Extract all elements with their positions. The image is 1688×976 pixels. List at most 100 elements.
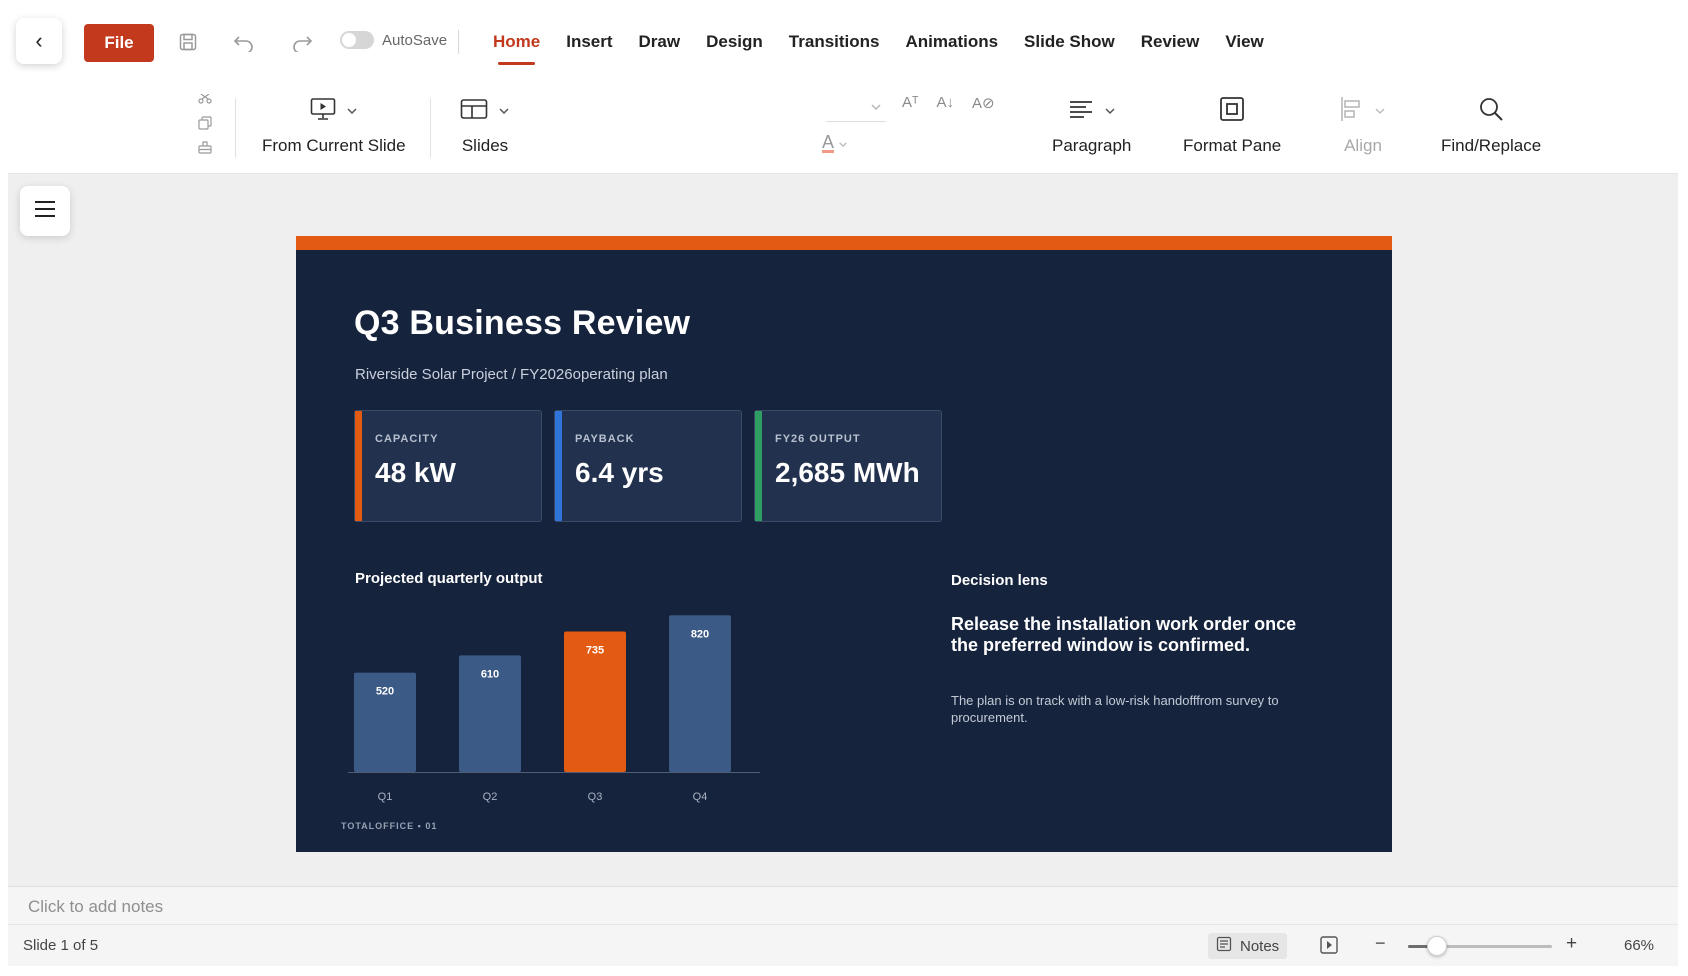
slide-counter: Slide 1 of 5 <box>23 937 99 954</box>
chart-category-label: Q4 <box>693 791 708 803</box>
align-objects-icon <box>1340 96 1364 127</box>
divider <box>458 30 459 54</box>
zoom-slider-thumb[interactable] <box>1426 936 1447 956</box>
notes-label: Notes <box>1240 937 1280 955</box>
from-current-slide-button[interactable]: From Current Slide <box>262 96 406 156</box>
font-tools: Aᵀ A↓ A⊘ <box>902 94 995 112</box>
zoom-in-button[interactable]: + <box>1566 933 1578 954</box>
decision-lens-headline: Release the installation work order once… <box>951 614 1297 655</box>
ribbon-toolbar: From Current Slide Slides Aᵀ A↓ A⊘ A <box>8 84 1678 174</box>
kpi-card-payback[interactable]: PAYBACK 6.4 yrs <box>554 410 742 522</box>
copy-icon[interactable] <box>196 114 214 132</box>
tab-home[interactable]: Home <box>480 28 553 65</box>
paragraph-button[interactable]: Paragraph <box>1052 96 1131 156</box>
chevron-down-icon[interactable] <box>498 102 510 120</box>
zoom-slider-fill <box>1408 945 1437 948</box>
autosave-toggle[interactable] <box>340 31 374 49</box>
autosave-control[interactable]: AutoSave <box>340 31 447 49</box>
zoom-percentage[interactable]: 66% <box>1624 937 1655 954</box>
hamburger-menu-icon <box>34 200 56 223</box>
kpi-card-capacity[interactable]: CAPACITY 48 kW <box>354 410 542 522</box>
slide[interactable]: Q3 Business Review Riverside Solar Proje… <box>296 236 1392 852</box>
chart-bar-q3[interactable] <box>564 631 626 772</box>
slide-subtitle[interactable]: Riverside Solar Project / FY2026operatin… <box>355 366 668 383</box>
chart-data-label: 520 <box>376 686 394 698</box>
kpi-label: FY26 OUTPUT <box>775 433 861 445</box>
kpi-label: CAPACITY <box>375 433 439 445</box>
kpi-accent <box>755 411 762 521</box>
chevron-down-icon[interactable] <box>1104 102 1116 120</box>
search-icon <box>1478 96 1504 127</box>
paragraph-align-icon <box>1068 98 1094 125</box>
format-painter-icon[interactable] <box>196 138 214 156</box>
kpi-value: 48 kW <box>375 457 456 488</box>
chart-category-label: Q3 <box>588 791 603 803</box>
chart-category-label: Q2 <box>483 791 498 803</box>
chart-bar-q4[interactable] <box>669 615 731 772</box>
redo-icon[interactable] <box>290 30 314 54</box>
zoom-out-button[interactable]: − <box>1375 933 1386 953</box>
font-color-icon: A <box>822 132 835 153</box>
chart-bar-q1[interactable] <box>354 672 416 772</box>
chart-data-label: 735 <box>586 645 604 657</box>
chart-bar-q2[interactable] <box>459 655 521 772</box>
chevron-left-icon: ‹ <box>35 28 43 53</box>
chevron-down-icon <box>838 135 848 153</box>
find-replace-label: Find/Replace <box>1441 136 1542 155</box>
status-bar: Slide 1 of 5 Notes − + 66% <box>8 924 1678 966</box>
font-color-button[interactable]: A <box>822 132 848 153</box>
from-current-slide-label: From Current Slide <box>262 136 406 155</box>
tab-transitions[interactable]: Transitions <box>788 32 880 51</box>
tab-review[interactable]: Review <box>1140 32 1200 51</box>
notes-toggle-button[interactable]: Notes <box>1208 933 1288 959</box>
slide-footer: TOTALOFFICE • 01 <box>341 821 438 831</box>
slides-button[interactable]: Slides <box>460 96 510 156</box>
notes-icon <box>1216 936 1232 956</box>
chart-data-label: 820 <box>691 628 709 640</box>
present-button[interactable] <box>1320 936 1340 956</box>
tab-animations[interactable]: Animations <box>905 32 999 51</box>
file-button[interactable]: File <box>84 24 154 62</box>
notes-placeholder: Click to add notes <box>28 897 164 916</box>
tab-insert[interactable]: Insert <box>566 32 613 51</box>
chart-data-label: 610 <box>481 668 499 680</box>
chevron-down-icon <box>1374 102 1386 120</box>
chart-title: Projected quarterly output <box>355 570 543 587</box>
find-replace-button[interactable]: Find/Replace <box>1441 96 1541 156</box>
kpi-accent <box>355 411 362 521</box>
divider <box>430 98 431 158</box>
chart-category-label: Q1 <box>378 791 393 803</box>
tab-view[interactable]: View <box>1225 32 1264 51</box>
align-button[interactable]: Align <box>1340 96 1386 156</box>
quarterly-output-chart[interactable]: 520 Q1 610 Q2 735 Q3 820 Q4 <box>346 596 806 806</box>
shrink-font-icon[interactable]: A↓ <box>936 94 955 111</box>
notes-pane[interactable]: Click to add notes <box>8 886 1678 924</box>
kpi-card-fy26-output[interactable]: FY26 OUTPUT 2,685 MWh <box>754 410 942 522</box>
decision-lens-body: The plan is on track with a low-risk han… <box>951 693 1279 725</box>
slide-panel-toggle[interactable] <box>20 186 70 236</box>
decision-lens-title: Decision lens <box>951 572 1048 589</box>
zoom-slider[interactable] <box>1408 936 1552 956</box>
align-label: Align <box>1344 136 1382 155</box>
undo-icon[interactable] <box>232 30 256 54</box>
format-pane-button[interactable]: Format Pane <box>1183 96 1281 156</box>
autosave-label: AutoSave <box>382 31 448 49</box>
ribbon-tabs: Home Insert Draw Design Transitions Anim… <box>480 28 1277 65</box>
slide-title[interactable]: Q3 Business Review <box>354 304 691 342</box>
kpi-value: 2,685 MWh <box>775 457 920 488</box>
kpi-value: 6.4 yrs <box>575 457 664 488</box>
font-size-select[interactable] <box>826 92 886 122</box>
tab-draw[interactable]: Draw <box>638 32 681 51</box>
divider <box>235 98 236 158</box>
tab-design[interactable]: Design <box>706 32 763 51</box>
save-icon[interactable] <box>176 30 200 54</box>
back-button[interactable]: ‹ <box>16 18 62 64</box>
clear-formatting-icon[interactable]: A⊘ <box>972 95 995 112</box>
clipboard-group <box>196 90 214 156</box>
slide-accent-bar <box>296 236 1392 250</box>
chevron-down-icon[interactable] <box>346 102 358 120</box>
grow-font-icon[interactable]: Aᵀ <box>902 94 919 111</box>
cut-icon[interactable] <box>196 90 214 108</box>
kpi-label: PAYBACK <box>575 433 635 445</box>
tab-slide-show[interactable]: Slide Show <box>1024 32 1115 51</box>
